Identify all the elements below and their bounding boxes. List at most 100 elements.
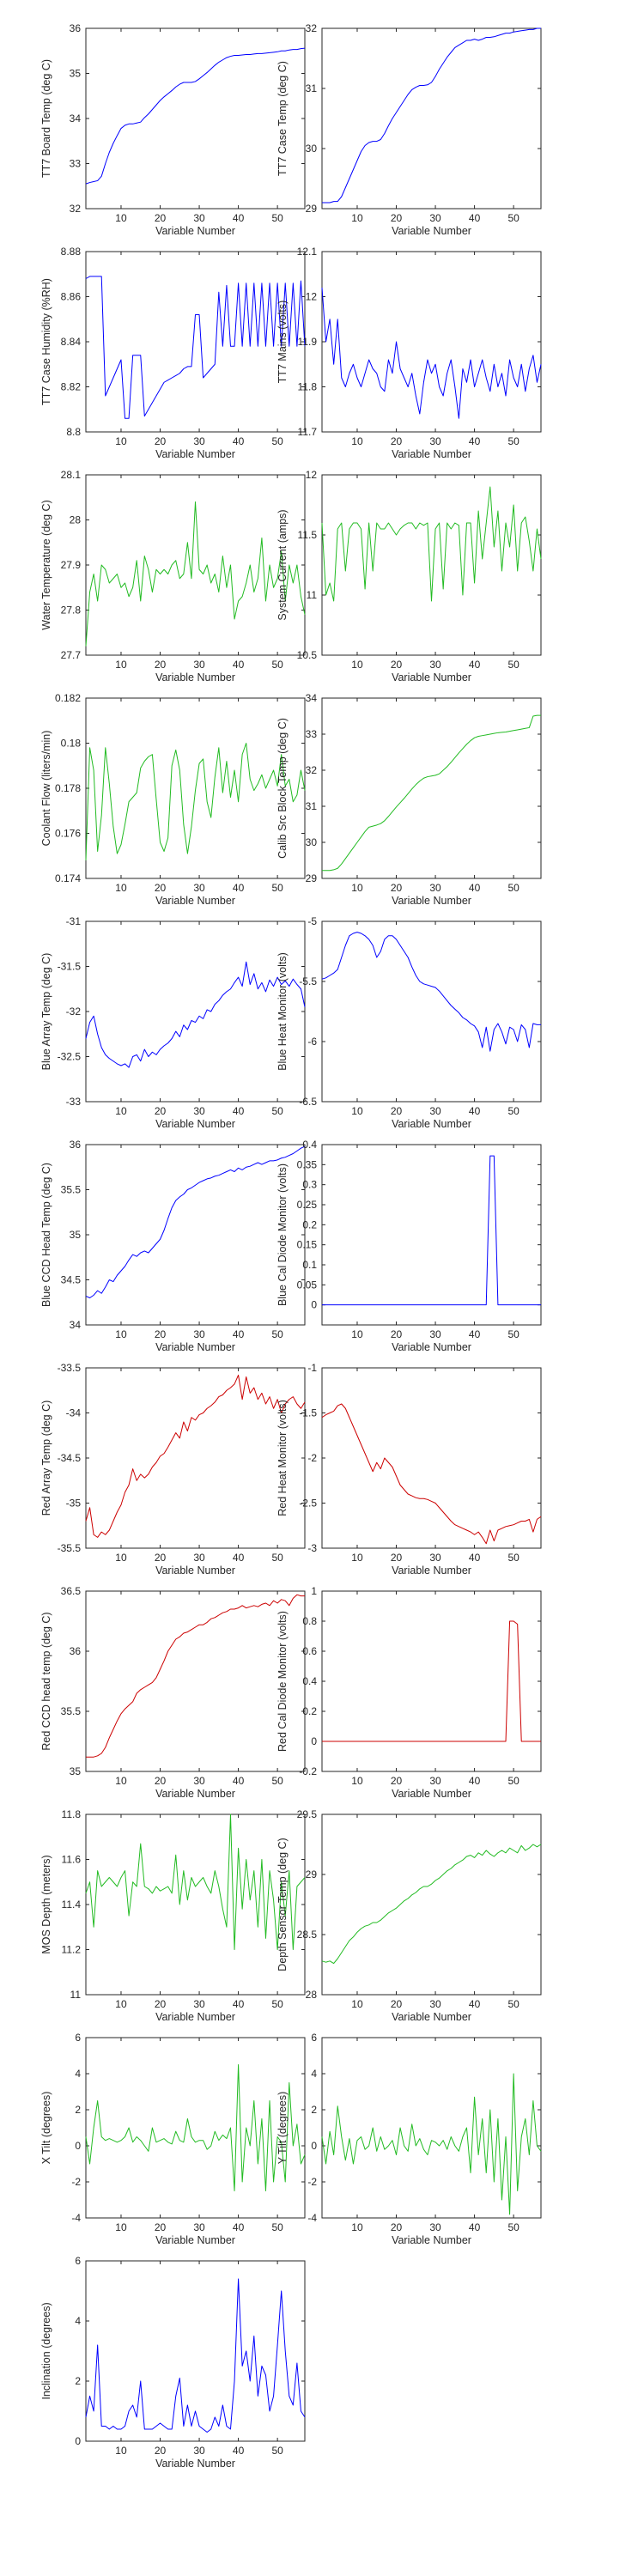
- x-tick-label: 50: [507, 212, 519, 224]
- x-tick-label: 20: [155, 1775, 167, 1787]
- series-line: [322, 714, 541, 872]
- y-tick-label: 31: [306, 82, 318, 94]
- x-tick-label: 30: [429, 659, 441, 671]
- x-tick-label: 40: [233, 212, 245, 224]
- chart-panel-18: 10 20 30 40 50 28 28.5 29 29.5 Variable Number Dep…: [276, 1808, 542, 2023]
- y-tick-label: -5.5: [299, 975, 317, 987]
- y-tick-label: 0.18: [61, 738, 82, 750]
- y-tick-label: 6: [75, 2255, 81, 2267]
- y-tick-label: 12.1: [297, 246, 318, 258]
- x-tick-label: 50: [271, 2221, 283, 2233]
- x-tick-label: 10: [115, 882, 127, 894]
- y-axis-label: Blue Heat Monitor (volts): [276, 952, 289, 1071]
- x-tick-label: 20: [155, 1552, 167, 1564]
- chart-panel-20: 10 20 30 40 50 -4 -2 0 2 4 6 Variable Number Y Tilt …: [276, 2032, 542, 2246]
- y-tick-label: 0: [75, 2435, 81, 2447]
- y-axis-label: TT7 Case Temp (deg C): [276, 61, 289, 176]
- y-tick-label: 4: [311, 2068, 317, 2080]
- x-tick-label: 50: [507, 1998, 519, 2010]
- x-tick-label: 50: [507, 1552, 519, 1564]
- x-axis-label: Variable Number: [155, 448, 235, 460]
- x-tick-label: 40: [233, 1552, 245, 1564]
- series-line: [322, 1620, 541, 1742]
- x-tick-label: 30: [193, 435, 205, 447]
- y-tick-label: 28: [70, 514, 82, 526]
- y-axis-label: Water Temperature (deg C): [40, 500, 52, 629]
- y-tick-label: 12: [306, 469, 318, 481]
- y-tick-label: 11: [307, 589, 318, 601]
- x-tick-label: 50: [507, 435, 519, 447]
- series-line: [321, 1844, 542, 1965]
- chart-panel-4: 10 20 30 40 50 11.7 11.8 11.9 12 12.1 Variable Num…: [276, 246, 542, 460]
- y-tick-label: 34.5: [61, 1274, 82, 1286]
- y-tick-label: 0.182: [55, 692, 81, 704]
- y-tick-label: 8.84: [61, 336, 82, 348]
- x-tick-label: 20: [391, 1105, 403, 1117]
- chart-panel-17: 10 20 30 40 50 11 11.2 11.4 11.6 11.8 Variable Num…: [40, 1808, 306, 2023]
- x-tick-label: 10: [351, 882, 363, 894]
- y-tick-label: 0.05: [297, 1279, 318, 1291]
- x-tick-label: 10: [115, 435, 127, 447]
- y-tick-label: 35.5: [61, 1184, 82, 1196]
- x-tick-label: 20: [155, 1105, 167, 1117]
- y-tick-label: 11.8: [298, 381, 318, 393]
- y-tick-label: 0.174: [55, 872, 81, 884]
- y-axis-label: Y Tilt (degrees): [276, 2092, 289, 2165]
- y-axis-label: Depth Sensor Temp (deg C): [276, 1838, 289, 1971]
- x-tick-label: 30: [193, 1105, 205, 1117]
- plot-frame: [321, 251, 542, 433]
- x-tick-label: 20: [155, 659, 167, 671]
- x-tick-label: 50: [507, 1775, 519, 1787]
- y-tick-label: 29: [306, 203, 318, 215]
- y-tick-label: -4: [307, 2212, 317, 2224]
- x-tick-label: 10: [351, 1998, 363, 2010]
- x-tick-label: 50: [271, 1328, 283, 1340]
- y-tick-label: 31: [306, 800, 318, 812]
- series-line: [322, 1155, 541, 1306]
- x-tick-label: 30: [193, 1552, 205, 1564]
- y-axis-label: Red CCD head temp (deg C): [40, 1612, 52, 1750]
- x-tick-label: 50: [507, 1105, 519, 1117]
- y-tick-label: 8.8: [66, 426, 81, 438]
- y-tick-label: -34: [66, 1407, 82, 1419]
- x-axis-label: Variable Number: [392, 2234, 471, 2246]
- x-tick-label: 40: [469, 882, 481, 894]
- y-tick-label: -32.5: [58, 1051, 82, 1063]
- x-tick-label: 10: [115, 2445, 127, 2457]
- y-tick-label: 0.2: [302, 1218, 317, 1230]
- x-tick-label: 30: [429, 1105, 441, 1117]
- x-axis-label: Variable Number: [155, 671, 235, 683]
- y-tick-label: 8.88: [61, 246, 82, 258]
- y-tick-label: 32: [306, 22, 318, 34]
- x-axis-label: Variable Number: [392, 2011, 471, 2023]
- x-tick-label: 40: [469, 435, 481, 447]
- x-tick-label: 20: [391, 435, 403, 447]
- x-tick-label: 30: [193, 882, 205, 894]
- y-tick-label: 29: [306, 1868, 318, 1880]
- x-tick-label: 30: [429, 1998, 441, 2010]
- y-tick-label: 28.5: [297, 1929, 318, 1941]
- x-axis-label: Variable Number: [392, 448, 471, 460]
- plot-frame: [85, 1144, 306, 1326]
- y-tick-label: 35: [70, 68, 82, 80]
- y-tick-label: 11.4: [62, 1899, 82, 1911]
- x-tick-label: 10: [351, 1105, 363, 1117]
- x-tick-label: 30: [193, 659, 205, 671]
- x-axis-label: Variable Number: [155, 1341, 235, 1353]
- series-line: [86, 1594, 305, 1758]
- x-tick-label: 40: [469, 2221, 481, 2233]
- x-tick-label: 40: [233, 1328, 245, 1340]
- chart-panel-11: 10 20 30 40 50 34 34.5 35 35.5 36 Variable Number B…: [40, 1139, 306, 1353]
- y-axis-label: MOS Depth (meters): [40, 1855, 52, 1953]
- x-axis-label: Variable Number: [155, 1788, 235, 1800]
- x-tick-label: 50: [507, 1328, 519, 1340]
- x-tick-label: 30: [193, 1328, 205, 1340]
- series-line: [85, 1145, 306, 1298]
- y-axis-label: Blue Cal Diode Monitor (volts): [276, 1163, 289, 1306]
- y-tick-label: 11.6: [62, 1854, 82, 1866]
- y-tick-label: 33: [306, 728, 318, 740]
- y-tick-label: -32: [66, 1005, 82, 1018]
- y-tick-label: 0.4: [302, 1675, 317, 1687]
- x-tick-label: 20: [155, 435, 167, 447]
- x-axis-label: Variable Number: [155, 2458, 235, 2470]
